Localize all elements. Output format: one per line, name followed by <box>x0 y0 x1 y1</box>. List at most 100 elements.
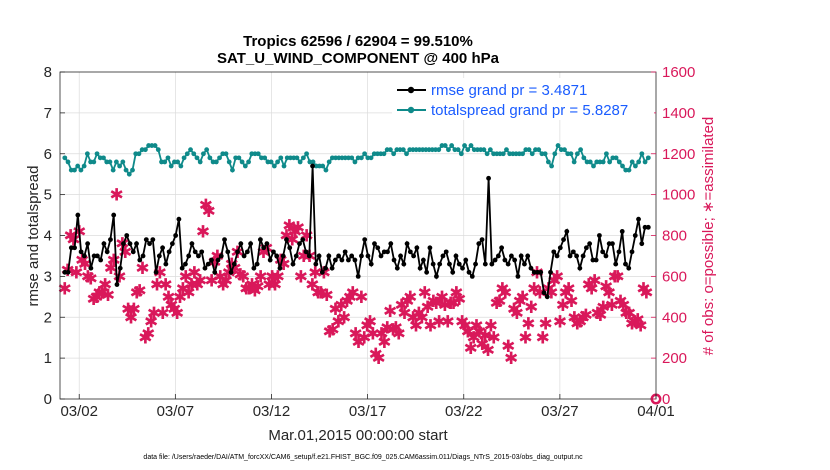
obs-assimilated-point: ✱ <box>245 276 259 296</box>
rmse-point <box>326 253 332 259</box>
legend-box <box>392 78 654 120</box>
x-tick-label: 03/07 <box>157 403 195 420</box>
rmse-point <box>355 273 361 279</box>
obs-assimilated-point: ✱ <box>63 227 77 247</box>
obs-assimilated-point: ✱ <box>622 304 636 324</box>
chart-subtitle: SAT_U_WIND_COMPONENT @ 400 hPa <box>217 50 500 67</box>
obs-assimilated-point: ✱ <box>423 316 437 336</box>
rmse-point <box>548 269 553 275</box>
totalspread-point <box>65 159 71 165</box>
totalspread-point <box>239 159 245 165</box>
obs-assimilated-point: ✱ <box>147 304 161 324</box>
obs-assimilated-point: ✱ <box>383 302 397 322</box>
obs-assimilated-point: ✱ <box>360 316 374 336</box>
rmse-point <box>287 245 293 251</box>
rmse-point <box>205 261 211 267</box>
totalspread-point <box>442 143 448 148</box>
rmse-point <box>486 175 491 181</box>
totalspread-point <box>562 147 567 153</box>
obs-assimilated-point: ✱ <box>599 278 613 298</box>
obs-assimilated-point: ✱ <box>596 298 610 318</box>
obs-assimilated-point: ✱ <box>469 316 483 336</box>
y-tick-label: 1 <box>44 350 52 367</box>
y-tick-label: 0 <box>44 391 52 408</box>
totalspread-point <box>323 167 329 173</box>
obs-assimilated-point: ✱ <box>320 286 334 306</box>
rmse-point <box>342 249 348 255</box>
totalspread-point <box>326 159 332 165</box>
obs-assimilated-point: ✱ <box>308 263 322 283</box>
rmse-point <box>267 257 273 263</box>
obs-assimilated-point: ✱ <box>348 325 362 345</box>
totalspread-point <box>294 155 300 161</box>
obs-assimilated-point: ✱ <box>173 288 187 308</box>
obs-assimilated-point: ✱ <box>190 276 204 296</box>
rmse-point <box>248 241 254 247</box>
obs-assimilated-point: ✱ <box>590 304 604 324</box>
obs-assimilated-point: ✱ <box>181 284 195 304</box>
rmse-point <box>336 253 342 259</box>
rmse-point <box>202 265 208 271</box>
obs-assimilated-point: ✱ <box>164 296 178 316</box>
totalspread-point <box>642 159 648 165</box>
obs-assimilated-point: ✱ <box>343 288 357 308</box>
totalspread-point <box>455 147 461 153</box>
rmse-point <box>166 249 172 255</box>
rmse-point <box>482 261 488 267</box>
totalspread-point <box>446 147 451 153</box>
totalspread-point <box>536 147 542 153</box>
totalspread-point <box>620 163 625 169</box>
obs-assimilated-point: ✱ <box>628 312 642 332</box>
x-axis-label: Mar.01,2015 00:00:00 start <box>268 427 448 444</box>
legend-spread-label: totalspread grand pr = 5.8287 <box>431 102 628 119</box>
obs-assimilated-point: ✱ <box>403 288 417 308</box>
y-tick-label: 5 <box>44 187 52 204</box>
totalspread-point <box>213 159 219 165</box>
x-tick-label: 03/22 <box>445 403 483 420</box>
obs-assimilated-point: ✱ <box>449 284 463 304</box>
y-axis-right: 0 200 400 600 800 1000 1200 1400 1600 <box>651 64 695 408</box>
obs-assimilated-point: ✱ <box>472 323 486 343</box>
rmse-point <box>499 245 505 251</box>
totalspread-point <box>613 155 619 161</box>
totalspread-point <box>178 163 184 169</box>
rmse-point <box>443 249 449 255</box>
rmse-point <box>411 253 417 259</box>
totalspread-point <box>629 159 635 165</box>
obs-assimilated-point: ✱ <box>634 316 648 336</box>
obs-assimilated-point: ✱ <box>184 276 198 296</box>
totalspread-point <box>645 155 651 161</box>
rmse-point <box>518 253 524 259</box>
obs-assimilated-point: ✱ <box>110 186 124 206</box>
obs-assimilated-point: ✱ <box>138 329 152 349</box>
rmse-point <box>593 257 599 263</box>
obs-assimilated-point: ✱ <box>107 251 121 271</box>
totalspread-point <box>574 151 580 157</box>
rmse-point <box>385 249 390 255</box>
y-right-tick-label: 1400 <box>662 105 695 122</box>
rmse-point <box>554 253 560 259</box>
totalspread-point <box>130 167 135 173</box>
obs-assimilated-point: ✱ <box>513 292 527 312</box>
rmse-point <box>492 257 498 263</box>
rmse-point <box>473 261 478 267</box>
totalspread-point <box>468 143 474 148</box>
rmse-point <box>456 261 462 267</box>
obs-assimilated-point: ✱ <box>435 288 449 308</box>
rmse-point <box>222 237 227 242</box>
totalspread-point <box>181 155 187 161</box>
obs-assimilated-point: ✱ <box>582 276 596 296</box>
totalspread-point <box>633 163 638 169</box>
obs-assimilated-point: ✱ <box>602 284 616 304</box>
totalspread-point <box>555 143 561 148</box>
rmse-point <box>274 253 280 259</box>
totalspread-point <box>126 171 132 177</box>
obs-assimilated-point: ✱ <box>193 271 207 291</box>
obs-assimilated-point: ✱ <box>357 329 371 349</box>
rmse-point <box>359 253 364 259</box>
rmse-point <box>645 224 651 230</box>
obs-assimilated-point: ✱ <box>265 267 279 287</box>
rmse-point <box>241 253 247 259</box>
spread-series <box>62 143 651 177</box>
obs-assimilated-point: ✱ <box>392 325 406 345</box>
